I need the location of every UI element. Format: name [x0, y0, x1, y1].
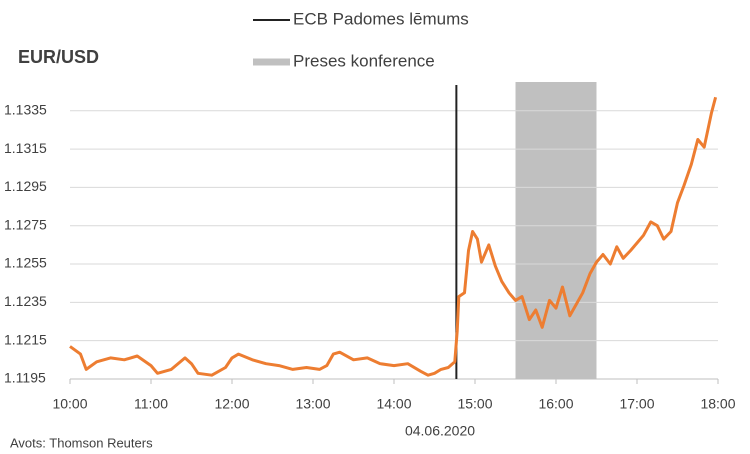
y-tick-label: 1.1275: [4, 216, 47, 232]
legend-label: Preses konference: [293, 51, 435, 70]
y-tick-label: 1.1295: [4, 178, 47, 194]
x-tick-label: 18:00: [700, 396, 735, 412]
y-tick-label: 1.1335: [4, 101, 47, 117]
y-tick-label: 1.1255: [4, 255, 47, 271]
x-tick-label: 12:00: [214, 396, 249, 412]
press-conference-band: [515, 82, 597, 379]
price-line: [69, 96, 718, 377]
y-tick-label: 1.1315: [4, 140, 47, 156]
x-tick-label: 14:00: [376, 396, 411, 412]
x-tick-label: 11:00: [134, 396, 168, 412]
x-tick-label: 15:00: [457, 396, 492, 412]
chart-title: EUR/USD: [18, 47, 99, 67]
x-tick-label: 16:00: [538, 396, 573, 412]
legend-label: ECB Padomes lēmums: [293, 9, 469, 28]
x-axis-label: 04.06.2020: [405, 423, 475, 439]
x-tick-label: 13:00: [295, 396, 330, 412]
y-tick-label: 1.1235: [4, 293, 47, 309]
x-tick-label: 17:00: [619, 396, 654, 412]
y-tick-label: 1.1215: [4, 331, 47, 347]
y-tick-label: 1.1195: [4, 370, 46, 386]
source-note: Avots: Thomson Reuters: [10, 435, 153, 450]
x-tick-label: 10:00: [52, 396, 87, 412]
